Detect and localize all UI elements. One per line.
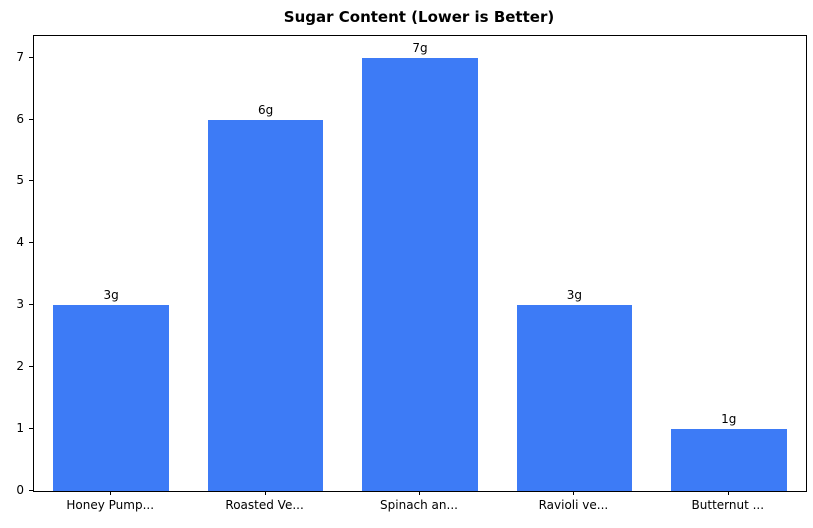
bar-3	[516, 305, 633, 491]
bar-value-label-3: 3g	[566, 288, 583, 302]
x-tick-mark-3	[573, 491, 575, 495]
y-tick-label-0: 0	[16, 483, 24, 497]
bar-value-label-0: 3g	[103, 288, 119, 302]
y-tick-label-3: 3	[16, 297, 24, 312]
y-tick-label-5: 5	[16, 173, 24, 188]
x-tick-label-1: Roasted Ve...	[225, 498, 304, 512]
x-tick-mark-2	[419, 491, 420, 495]
y-tick-mark-5	[29, 180, 33, 182]
bar-0	[53, 305, 170, 491]
y-tick-mark-3	[29, 304, 33, 306]
x-tick-label-4: Butternut ...	[691, 498, 765, 512]
chart-title: Sugar Content (Lower is Better)	[283, 8, 555, 26]
y-tick-label-4: 4	[16, 235, 24, 250]
x-tick-mark-0	[110, 491, 112, 495]
y-tick-mark-6	[29, 118, 33, 120]
y-tick-label-1: 1	[16, 421, 24, 436]
x-tick-mark-4	[727, 491, 729, 495]
y-tick-mark-7	[29, 56, 33, 58]
y-tick-label-6: 6	[16, 111, 24, 126]
x-tick-label-2: Spinach an...	[380, 498, 458, 512]
y-tick-label-2: 2	[16, 359, 24, 374]
bar-4	[670, 429, 787, 491]
x-tick-label-3: Ravioli ve...	[538, 498, 609, 512]
y-tick-mark-1	[29, 428, 33, 430]
x-tick-mark-1	[264, 491, 266, 495]
bar-value-label-4: 1g	[721, 412, 737, 426]
bar-value-label-2: 7g	[412, 41, 428, 55]
plot-area: 3g 6g 7g 3g 1g	[33, 35, 807, 492]
x-tick-label-0: Honey Pump...	[66, 498, 155, 512]
bar-1	[207, 120, 324, 491]
y-tick-mark-4	[29, 242, 33, 244]
bar-value-label-1: 6g	[257, 103, 274, 117]
y-tick-mark-0	[29, 490, 33, 491]
y-tick-mark-2	[29, 366, 33, 368]
y-tick-label-7: 7	[16, 49, 24, 64]
bar-2	[362, 58, 478, 491]
